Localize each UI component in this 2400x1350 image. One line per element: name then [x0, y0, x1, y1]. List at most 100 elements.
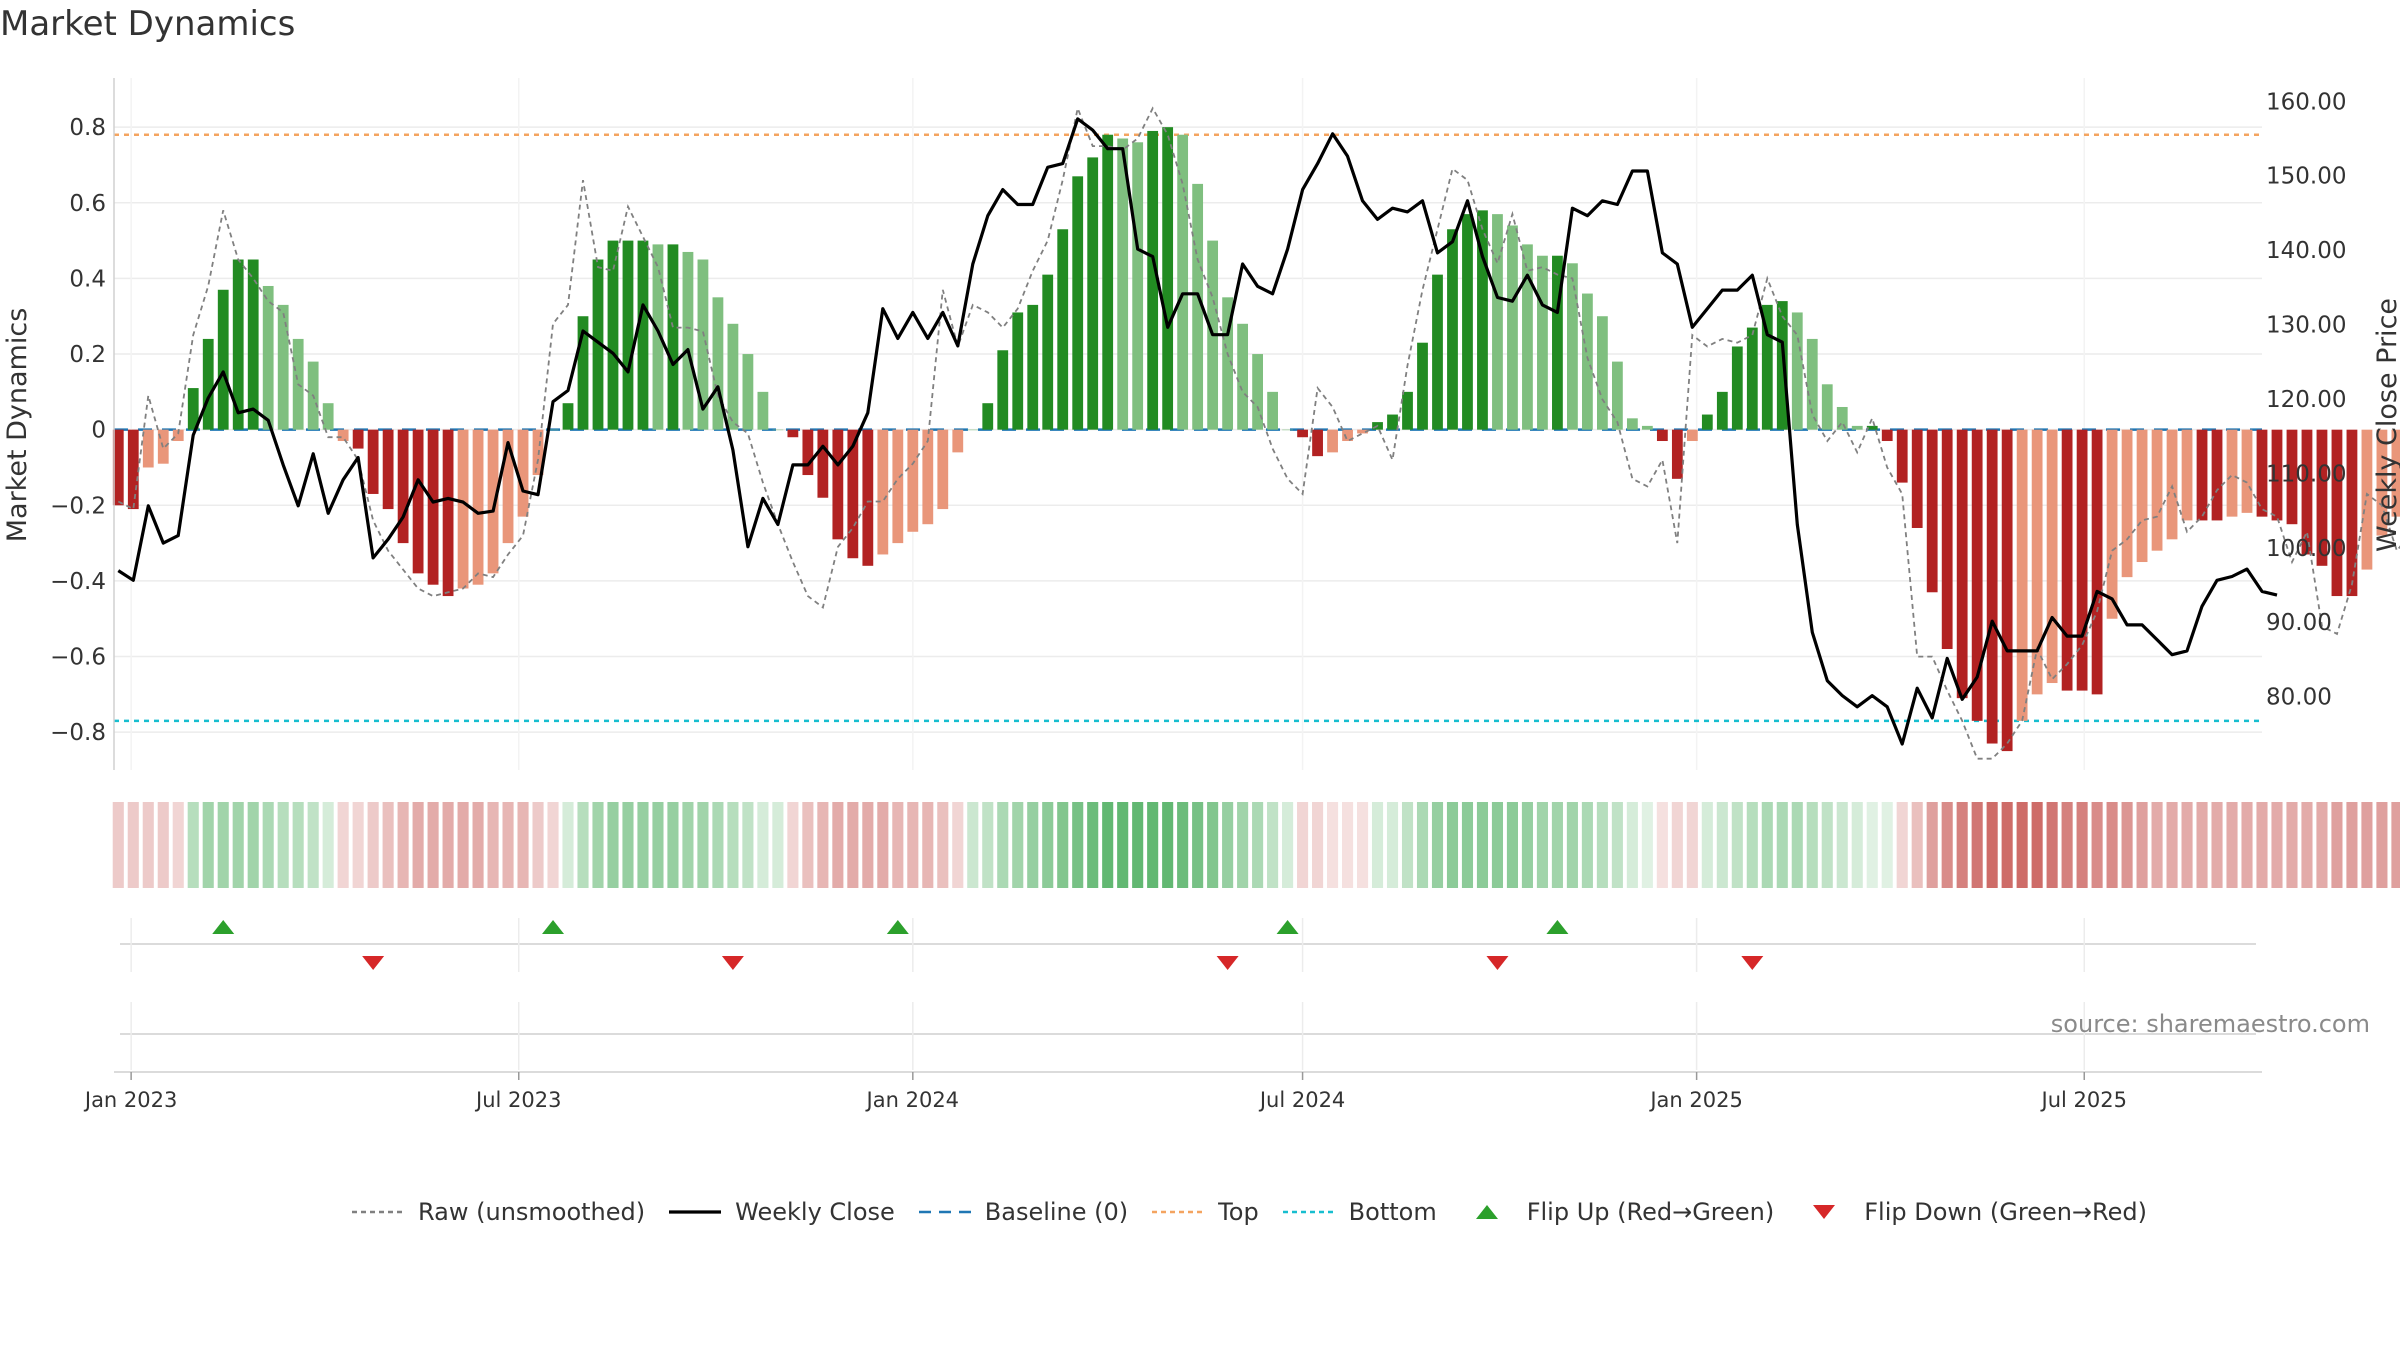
regime-cell	[352, 802, 364, 888]
x-tick-label: Jan 2025	[1648, 1088, 1743, 1112]
regime-cell	[2061, 802, 2073, 888]
dynamics-bar	[727, 323, 739, 430]
legend-item-raw: Raw (unsmoothed)	[350, 1198, 645, 1226]
dynamics-bar	[142, 429, 154, 468]
dynamics-bar	[1686, 429, 1698, 442]
regime-cell	[2391, 802, 2400, 888]
y-tick-label: 0.6	[69, 191, 106, 217]
dynamics-bar	[832, 429, 844, 540]
dynamics-bar	[517, 429, 529, 517]
grid-lines	[114, 78, 2262, 770]
dynamics-bar	[217, 289, 229, 430]
regime-cell	[2346, 802, 2358, 888]
regime-cell	[1896, 802, 1908, 888]
regime-cell	[427, 802, 439, 888]
regime-cell	[1342, 802, 1354, 888]
flip-down-marker	[1741, 956, 1764, 970]
dynamics-bar	[2226, 429, 2238, 517]
regime-cell	[187, 802, 199, 888]
dynamics-bar	[1447, 229, 1458, 430]
regime-cell	[1282, 802, 1294, 888]
dynamics-bar	[1926, 429, 1938, 593]
regime-cell	[862, 802, 874, 888]
regime-cell	[1087, 802, 1099, 888]
dynamics-bar	[2001, 429, 2013, 752]
dynamics-bar	[1342, 429, 1353, 442]
dynamics-bar	[427, 429, 439, 585]
regime-cell	[847, 802, 859, 888]
regime-cell	[1461, 802, 1474, 888]
legend-swatch-raw	[352, 1210, 404, 1214]
dynamics-bar	[2331, 429, 2343, 597]
dynamics-bar	[457, 429, 469, 589]
dynamics-bar	[1162, 127, 1174, 430]
dynamics-bar	[1267, 391, 1278, 430]
y-tick-label: −0.4	[50, 569, 106, 595]
regime-cell	[382, 802, 394, 888]
regime-cell	[217, 802, 229, 888]
source-credit: source: sharemaestro.com	[2050, 1010, 2370, 1038]
dynamics-bar	[592, 259, 604, 430]
dynamics-bar	[1896, 429, 1908, 483]
regime-cell	[532, 802, 544, 888]
legend-marker	[1813, 1205, 1836, 1219]
regime-cell	[892, 802, 904, 888]
dynamics-bar	[1102, 134, 1114, 430]
regime-cell	[337, 802, 349, 888]
dynamics-bar	[502, 429, 514, 544]
dynamics-bar	[442, 429, 454, 597]
y-axis-label: Market Dynamics	[2, 308, 33, 543]
flip-down-marker	[721, 956, 744, 970]
regime-cell	[1791, 802, 1803, 888]
regime-cell	[1027, 802, 1039, 888]
dynamics-bar	[1626, 418, 1638, 430]
dynamics-bar	[1522, 244, 1533, 430]
regime-cell	[2256, 802, 2268, 888]
regime-cell	[1057, 802, 1069, 888]
x-tick-label: Jul 2023	[474, 1088, 561, 1112]
dynamics-bar	[1087, 157, 1099, 430]
flip-up-marker	[542, 920, 565, 934]
dynamics-bar	[877, 429, 889, 555]
flip-up-marker	[886, 920, 909, 934]
regime-cell	[1881, 802, 1893, 888]
regime-cell	[997, 802, 1009, 888]
dynamics-bar	[1746, 327, 1758, 430]
legend-item-bottom: Bottom	[1281, 1198, 1437, 1226]
y-tick-label: 0.2	[69, 342, 106, 368]
dynamics-bar	[1956, 429, 1968, 699]
x-axis: Jan 2023 Jul 2023 Jan 2024 Jul 2024 Jan 2025…	[83, 1071, 2262, 1112]
dynamics-bar	[2256, 429, 2268, 517]
dynamics-bar	[1237, 323, 1249, 430]
regime-cell	[1401, 802, 1414, 888]
dynamics-bar	[1012, 312, 1024, 430]
raw-unsmoothed-line	[117, 105, 2400, 760]
dynamics-bar	[1192, 183, 1204, 430]
regime-strip	[112, 802, 2400, 888]
legend-label: Top	[1218, 1198, 1259, 1226]
dynamics-bar	[367, 429, 379, 494]
dynamics-bar	[952, 429, 964, 453]
dynamics-bar	[232, 259, 244, 430]
regime-cell	[1836, 802, 1848, 888]
regime-cell	[1327, 802, 1339, 888]
dynamics-bar	[382, 429, 394, 510]
y-tick-label: 0.8	[69, 115, 106, 141]
dynamics-bar	[652, 244, 664, 430]
y-tick-label: 0.4	[69, 266, 106, 292]
regime-cell	[547, 802, 559, 888]
dynamics-bar	[2376, 429, 2388, 536]
dynamics-bar	[1117, 138, 1129, 430]
dynamics-bar	[187, 388, 199, 430]
chart-legend: Raw (unsmoothed) Weekly Close Baseline (0)…	[350, 1198, 2147, 1226]
regime-cell	[592, 802, 604, 888]
legend-swatch-close	[669, 1210, 722, 1214]
regime-cell	[1941, 802, 1953, 888]
regime-cell	[2121, 802, 2133, 888]
dynamics-bar	[1027, 304, 1039, 430]
regime-cell	[1267, 802, 1279, 888]
dynamics-bar	[772, 429, 784, 431]
flip-up-marker	[212, 920, 235, 934]
regime-cell	[202, 802, 214, 888]
legend-label: Weekly Close	[735, 1198, 895, 1226]
